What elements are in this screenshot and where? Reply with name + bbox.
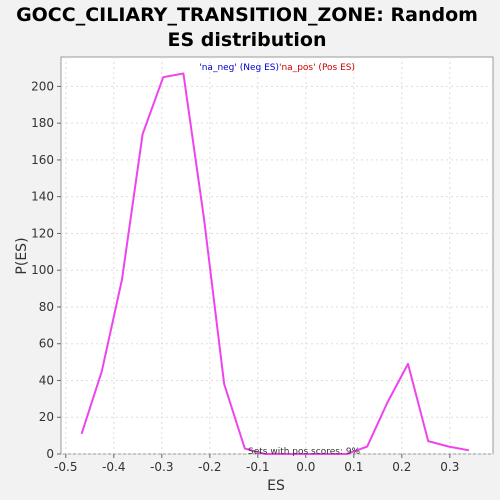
annotation-pos-scores: Sets with pos scores: 9% <box>248 447 361 457</box>
x-tick-label: -0.5 <box>54 460 77 474</box>
y-tick-label: 0 <box>46 447 54 461</box>
x-tick-label: -0.3 <box>150 460 173 474</box>
legend-pos-label: 'na_pos' (Pos ES) <box>279 63 355 73</box>
x-axis-ticks: -0.5 -0.4 -0.3 -0.2 -0.1 0.0 0.1 0.2 0.3 <box>54 454 459 474</box>
x-tick-label: 0.1 <box>344 460 363 474</box>
x-tick-label: 0.2 <box>392 460 411 474</box>
y-tick-label: 40 <box>39 373 54 387</box>
series-line <box>80 72 470 455</box>
chart-title-line-2: ES distribution <box>168 29 327 51</box>
x-tick-label: -0.1 <box>246 460 269 474</box>
x-tick-label: 0.3 <box>440 460 459 474</box>
legend-neg-label: 'na_neg' (Neg ES) <box>199 63 279 73</box>
x-tick-label: -0.4 <box>102 460 125 474</box>
y-tick-label: 100 <box>31 263 54 277</box>
x-tick-label: -0.2 <box>198 460 221 474</box>
y-tick-label: 80 <box>39 300 54 314</box>
y-tick-label: 200 <box>31 79 54 93</box>
x-tick-label: 0.0 <box>296 460 315 474</box>
y-tick-label: 20 <box>39 410 54 424</box>
y-axis-label: P(ES) <box>14 237 30 274</box>
y-tick-label: 120 <box>31 226 54 240</box>
y-tick-label: 160 <box>31 153 54 167</box>
x-axis-label: ES <box>267 478 285 494</box>
y-axis-ticks: 0 20 40 60 80 100 120 140 160 180 200 <box>31 79 61 461</box>
chart-title: GOCC_CILIARY_TRANSITION_ZONE: Random ES … <box>16 4 478 51</box>
y-tick-label: 60 <box>39 337 54 351</box>
series-group <box>80 72 470 455</box>
y-tick-label: 180 <box>31 116 54 130</box>
y-tick-label: 140 <box>31 190 54 204</box>
chart-title-line-1: GOCC_CILIARY_TRANSITION_ZONE: Random <box>16 4 478 26</box>
legend: 'na_neg' (Neg ES) 'na_pos' (Pos ES) <box>199 63 355 73</box>
